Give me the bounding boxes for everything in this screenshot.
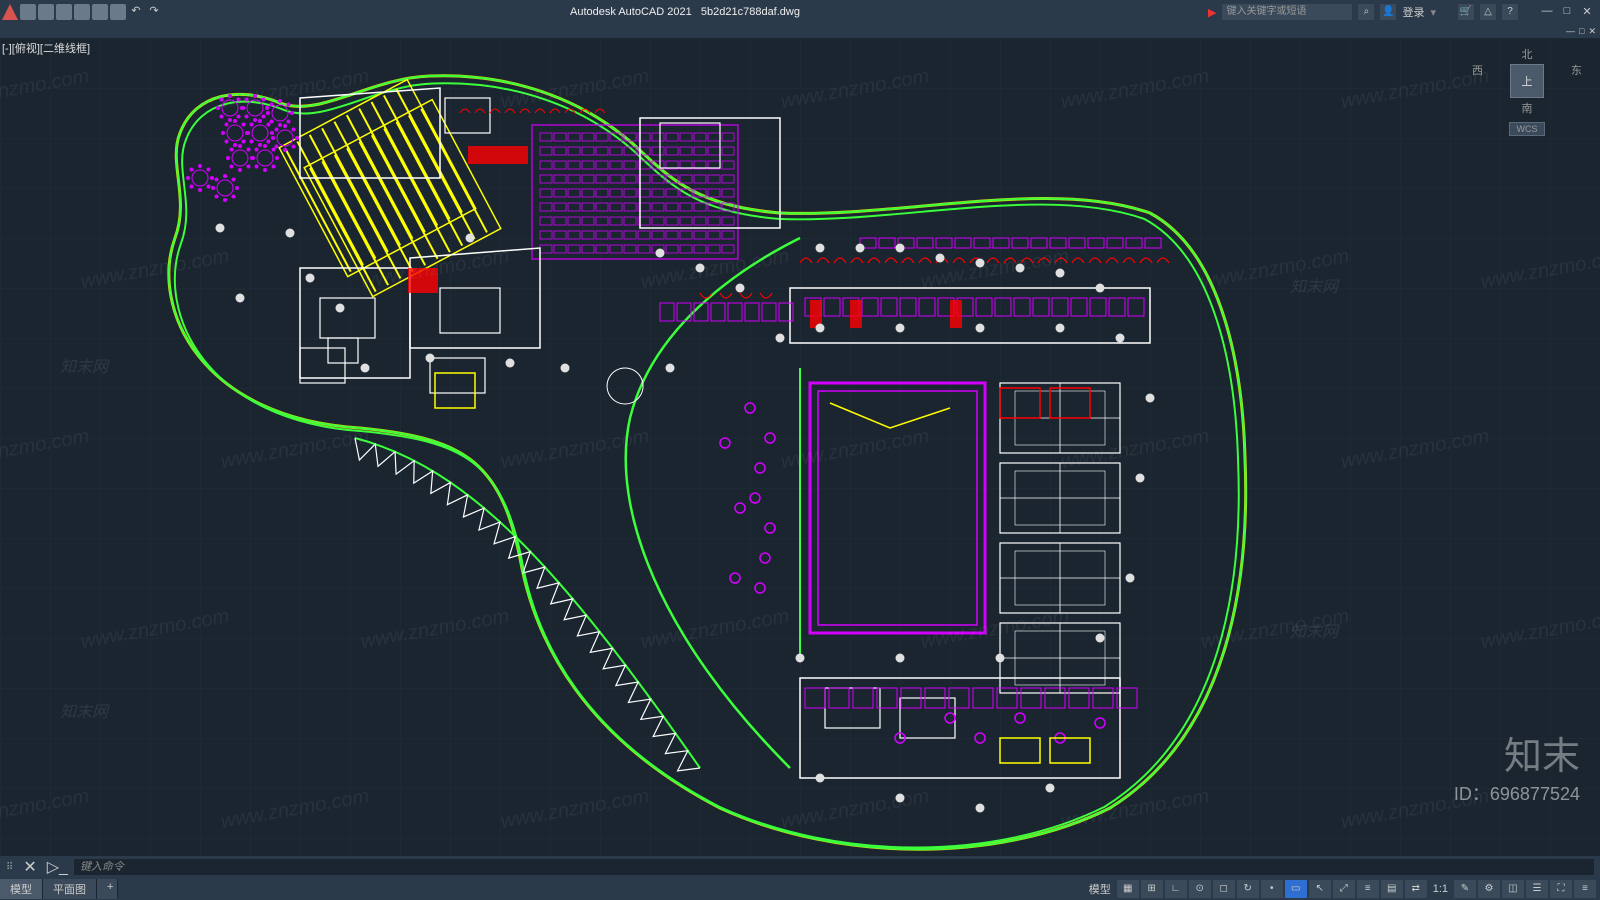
layout-tabs: 模型 平面图 + xyxy=(0,879,118,899)
quick-access-toolbar: ↶ ↷ xyxy=(0,4,162,20)
print-icon[interactable] xyxy=(110,4,126,20)
dyn-icon[interactable]: ⤢ xyxy=(1333,880,1355,898)
user-icon[interactable]: 👤 xyxy=(1380,4,1396,20)
app-logo-icon[interactable] xyxy=(2,4,18,20)
brand-overlay: 知末 ID：696877524 xyxy=(1454,725,1580,806)
sep: • xyxy=(1261,880,1283,898)
tab-add[interactable]: + xyxy=(97,879,118,899)
cmd-close-icon[interactable]: ✕ xyxy=(19,857,40,877)
doc-max-icon[interactable]: □ xyxy=(1579,26,1584,36)
gear-icon[interactable]: ⚙ xyxy=(1478,880,1500,898)
share-icon[interactable]: △ xyxy=(1480,4,1496,20)
full-icon[interactable]: ⛶ xyxy=(1550,880,1572,898)
doc-panel-header: — □ ✕ xyxy=(0,24,1600,38)
doc-min-icon[interactable]: — xyxy=(1566,26,1575,36)
close-button[interactable]: ✕ xyxy=(1580,5,1594,19)
view-label[interactable]: [-][俯视][二维线框] xyxy=(2,40,90,56)
command-bar: ⠿ ✕ ▷_ 键入命令 xyxy=(0,856,1600,878)
refresh-icon[interactable]: ↻ xyxy=(1237,880,1259,898)
app-name: Autodesk AutoCAD 2021 xyxy=(570,6,692,18)
title-bar: ↶ ↷ Autodesk AutoCAD 2021 5b2d21c788daf.… xyxy=(0,0,1600,24)
doc-close-icon[interactable]: ✕ xyxy=(1588,26,1596,37)
viewcube-east[interactable]: 东 xyxy=(1571,62,1582,100)
scale-label[interactable]: 1:1 xyxy=(1429,883,1452,895)
search-input[interactable]: 键入关键字或短语 xyxy=(1222,4,1352,20)
cmd-placeholder: 键入命令 xyxy=(80,861,124,873)
polar-icon[interactable]: ⊙ xyxy=(1189,880,1211,898)
viewcube-south[interactable]: 南 xyxy=(1472,100,1582,116)
trans-icon[interactable]: ▤ xyxy=(1381,880,1403,898)
search-placeholder: 键入关键字或短语 xyxy=(1226,6,1306,17)
saveas-icon[interactable] xyxy=(74,4,90,20)
osnap-icon[interactable]: ◻ xyxy=(1213,880,1235,898)
command-input[interactable]: 键入命令 xyxy=(74,859,1594,875)
snap-icon[interactable]: ⊞ xyxy=(1141,880,1163,898)
undo-icon[interactable]: ↶ xyxy=(128,4,144,20)
viewcube-west[interactable]: 西 xyxy=(1472,62,1483,100)
min-button[interactable]: — xyxy=(1540,5,1554,19)
status-right: 模型 ▦ ⊞ ∟ ⊙ ◻ ↻ • ▭ ↖ ⤢ ≡ ▤ ⇄ 1:1 ✎ ⚙ ◫ ☰… xyxy=(1085,880,1600,898)
info-icon[interactable]: ▶ xyxy=(1208,6,1216,19)
viewcube-top[interactable]: 上 xyxy=(1510,64,1544,98)
cmd-prompt: ▷_ xyxy=(41,857,74,877)
ws-icon[interactable]: ▭ xyxy=(1285,880,1307,898)
open-icon[interactable] xyxy=(38,4,54,20)
wcs-badge[interactable]: WCS xyxy=(1509,122,1545,136)
titlebar-right: ▶ 键入关键字或短语 ⌕ 👤 登录 ▾ 🛒 △ ? — □ ✕ xyxy=(1208,4,1600,20)
drawing-viewport[interactable]: [-][俯视][二维线框] 北 西 上 东 南 WCS www.znzmo.co… xyxy=(0,38,1600,856)
login-button[interactable]: 登录 xyxy=(1402,4,1424,20)
cmd-handle-icon[interactable]: ⠿ xyxy=(0,862,19,873)
ortho-icon[interactable]: ∟ xyxy=(1165,880,1187,898)
view-cube[interactable]: 北 西 上 东 南 WCS xyxy=(1472,46,1582,136)
status-bar: 模型 平面图 + 模型 ▦ ⊞ ∟ ⊙ ◻ ↻ • ▭ ↖ ⤢ ≡ ▤ ⇄ 1:… xyxy=(0,878,1600,900)
anno-icon[interactable]: ✎ xyxy=(1454,880,1476,898)
viewcube-north[interactable]: 北 xyxy=(1472,46,1582,62)
brand-id: ID：696877524 xyxy=(1454,780,1580,806)
clean-icon[interactable]: ☰ xyxy=(1526,880,1548,898)
tab-model[interactable]: 模型 xyxy=(0,879,43,899)
help-icon[interactable]: ? xyxy=(1502,4,1518,20)
save-icon[interactable] xyxy=(56,4,72,20)
lwt-icon[interactable]: ≡ xyxy=(1357,880,1379,898)
custom-icon[interactable]: ≡ xyxy=(1574,880,1596,898)
search-icon[interactable]: ⌕ xyxy=(1358,4,1374,20)
cart-icon[interactable]: 🛒 xyxy=(1458,4,1474,20)
grid-icon[interactable]: ▦ xyxy=(1117,880,1139,898)
new-icon[interactable] xyxy=(20,4,36,20)
cyc-icon[interactable]: ⇄ xyxy=(1405,880,1427,898)
max-button[interactable]: □ xyxy=(1560,5,1574,19)
tab-layout1[interactable]: 平面图 xyxy=(43,879,97,899)
iso-icon[interactable]: ◫ xyxy=(1502,880,1524,898)
plot-icon[interactable] xyxy=(92,4,108,20)
window-title: Autodesk AutoCAD 2021 5b2d21c788daf.dwg xyxy=(162,6,1208,18)
redo-icon[interactable]: ↷ xyxy=(146,4,162,20)
brand-text: 知末 xyxy=(1454,725,1580,780)
file-name: 5b2d21c788daf.dwg xyxy=(701,6,800,18)
cad-drawing xyxy=(0,38,1600,856)
status-model[interactable]: 模型 xyxy=(1085,881,1115,897)
cursor-icon[interactable]: ↖ xyxy=(1309,880,1331,898)
